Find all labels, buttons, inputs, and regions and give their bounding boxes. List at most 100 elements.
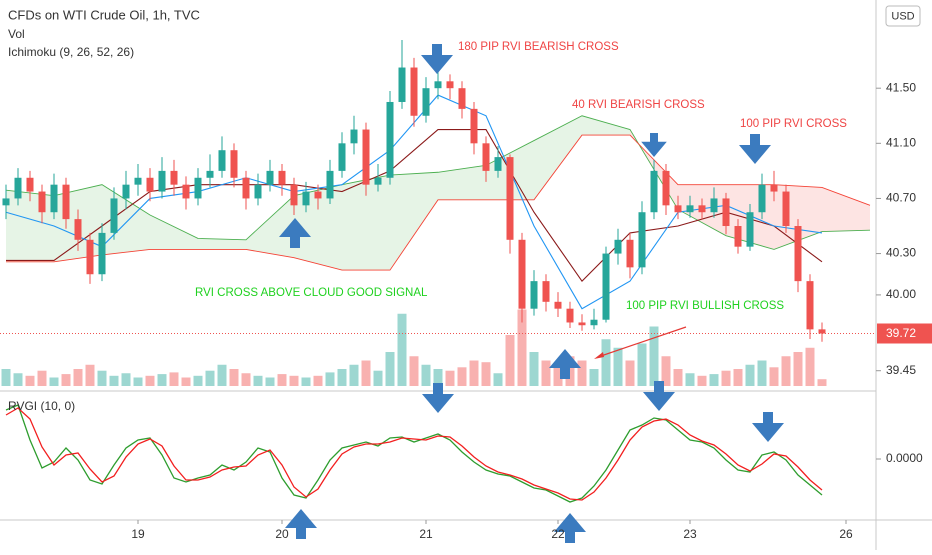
volume-bar bbox=[109, 375, 119, 386]
candle-body bbox=[398, 67, 406, 102]
candle-body bbox=[146, 177, 154, 192]
candle-body bbox=[278, 170, 286, 185]
volume-bar bbox=[61, 374, 71, 386]
x-tick-label: 19 bbox=[131, 527, 145, 541]
rvgi-line bbox=[5, 407, 823, 501]
volume-bar bbox=[277, 374, 287, 386]
candle-body bbox=[458, 88, 466, 109]
volume-bar bbox=[637, 343, 647, 386]
candle-body bbox=[50, 184, 58, 213]
candle-body bbox=[650, 170, 658, 213]
volume-bar bbox=[229, 369, 239, 386]
volume-bar bbox=[541, 360, 551, 386]
volume-bar bbox=[805, 347, 815, 386]
volume-bar bbox=[397, 313, 407, 386]
candle-body bbox=[326, 170, 334, 199]
volume-bar bbox=[181, 377, 191, 386]
candle-body bbox=[362, 129, 370, 185]
volume-bar bbox=[121, 373, 131, 386]
annotation: 100 PIP RVI BULLISH CROSS bbox=[626, 300, 784, 312]
candle-body bbox=[110, 198, 118, 233]
volume-bar bbox=[589, 369, 599, 386]
volume-bar bbox=[433, 369, 443, 386]
candle-body bbox=[626, 239, 634, 268]
volume-bar bbox=[697, 375, 707, 386]
volume-bar bbox=[553, 364, 563, 386]
candle-body bbox=[266, 170, 274, 185]
cloud-fill bbox=[822, 187, 870, 232]
candle-body bbox=[242, 177, 250, 199]
ichimoku-span-b bbox=[6, 134, 871, 271]
candle-body bbox=[770, 184, 778, 192]
last-price-tag bbox=[877, 323, 932, 344]
pointer-head bbox=[594, 352, 604, 359]
candle-body bbox=[746, 212, 754, 247]
x-tick-label: 23 bbox=[683, 527, 697, 541]
candle-body bbox=[542, 281, 550, 302]
candle-body bbox=[782, 191, 790, 227]
rvgi-legend: RVGI (10, 0) bbox=[8, 399, 75, 413]
volume-bar bbox=[721, 370, 731, 386]
volume-bar bbox=[781, 356, 791, 386]
currency-box[interactable] bbox=[885, 5, 921, 27]
candle-body bbox=[590, 319, 598, 326]
ichimoku-span-a bbox=[5, 115, 871, 250]
candle-body bbox=[230, 150, 238, 178]
cloud-fill bbox=[342, 175, 390, 271]
candle-body bbox=[74, 219, 82, 240]
volume-bar bbox=[601, 339, 611, 386]
candle-body bbox=[302, 191, 310, 206]
volume-bar bbox=[529, 352, 539, 386]
candle-body bbox=[386, 101, 394, 178]
candle-body bbox=[158, 170, 166, 192]
candle-body bbox=[614, 239, 622, 254]
candle-body bbox=[794, 226, 802, 282]
volume-bar bbox=[25, 375, 35, 386]
y-tick-label: 40.30 bbox=[886, 246, 916, 260]
volume-bar bbox=[1, 369, 11, 386]
candle-body bbox=[602, 253, 610, 320]
cloud-fill bbox=[582, 115, 630, 136]
candle-body bbox=[314, 191, 322, 199]
candle-body bbox=[806, 281, 814, 330]
volume-bar bbox=[289, 375, 299, 386]
candle-body bbox=[206, 170, 214, 178]
candle-body bbox=[422, 88, 430, 116]
volume-bar bbox=[733, 369, 743, 386]
volume-bar bbox=[817, 379, 827, 386]
candle-body bbox=[710, 198, 718, 213]
y-tick-label: 41.10 bbox=[886, 135, 916, 149]
cloud-fill bbox=[390, 172, 438, 271]
volume-bar bbox=[205, 370, 215, 386]
volume-bar bbox=[445, 370, 455, 386]
candle-body bbox=[758, 184, 766, 213]
volume-bar bbox=[505, 335, 515, 386]
candle-body bbox=[734, 226, 742, 247]
candle-body bbox=[446, 81, 454, 89]
candle-body bbox=[578, 322, 586, 326]
volume-bar bbox=[169, 372, 179, 386]
x-tick-label: 20 bbox=[275, 527, 289, 541]
candle-body bbox=[530, 281, 538, 309]
rvgi-line bbox=[5, 404, 823, 503]
volume-bar bbox=[481, 362, 491, 386]
volume-bar bbox=[517, 309, 527, 386]
volume-bar bbox=[157, 374, 167, 386]
candle-body bbox=[470, 108, 478, 144]
candle-body bbox=[194, 177, 202, 199]
volume-bar bbox=[253, 375, 263, 386]
volume-bar bbox=[133, 377, 143, 386]
volume-bar bbox=[145, 375, 155, 386]
candle-body bbox=[38, 191, 46, 213]
volume-bar bbox=[673, 369, 683, 386]
volume-bar bbox=[373, 370, 383, 386]
volume-bar bbox=[493, 373, 503, 386]
volume-bar bbox=[217, 364, 227, 386]
volume-legend: Vol bbox=[8, 27, 25, 41]
volume-bar bbox=[85, 364, 95, 386]
candle-body bbox=[494, 157, 502, 171]
volume-bar bbox=[13, 373, 23, 386]
annotation: 180 PIP RVI BEARISH CROSS bbox=[458, 41, 619, 53]
volume-bar bbox=[385, 352, 395, 386]
